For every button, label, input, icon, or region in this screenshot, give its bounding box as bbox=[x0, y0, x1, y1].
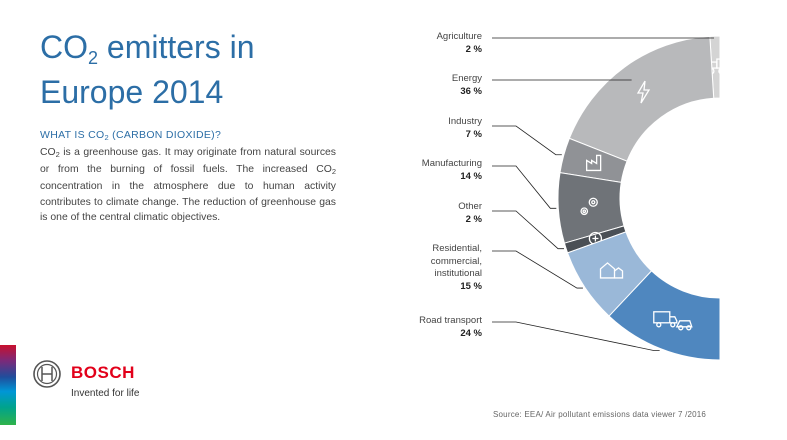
slice-road-transport bbox=[608, 270, 721, 361]
page-title: CO2 emitters in Europe 2014 bbox=[40, 29, 255, 110]
label-road-transport: Road transport 24 % bbox=[419, 315, 482, 339]
gears-icon bbox=[580, 197, 598, 216]
label-other: Other 2 % bbox=[458, 201, 482, 225]
factory-icon bbox=[585, 154, 602, 172]
section-heading: WHAT IS CO2 (CARBON DIOXIDE)? bbox=[40, 129, 222, 142]
label-residential: Residential, commercial, institutional 15 % bbox=[430, 243, 482, 292]
bosch-logo-icon bbox=[33, 360, 61, 388]
brand-name: BOSCH bbox=[71, 363, 135, 382]
description-paragraph: CO2 is a greenhouse gas. It may originat… bbox=[40, 147, 336, 223]
label-agriculture: Agriculture 2 % bbox=[436, 31, 482, 55]
lightning-icon bbox=[636, 80, 651, 104]
leader-line bbox=[492, 250, 583, 289]
brand-tagline: Invented for life bbox=[71, 388, 140, 399]
label-manufacturing: Manufacturing 14 % bbox=[421, 158, 482, 182]
leader-line bbox=[492, 165, 557, 209]
source-note: Source: EEA/ Air pollutant emissions dat… bbox=[493, 410, 707, 419]
leader-line bbox=[492, 321, 660, 351]
label-energy: Energy 36 % bbox=[451, 73, 482, 97]
brand-color-strip bbox=[0, 345, 16, 425]
label-industry: Industry 7 % bbox=[448, 116, 482, 140]
truck-car-icon bbox=[653, 311, 693, 331]
leader-line bbox=[492, 210, 565, 250]
leader-line bbox=[492, 125, 562, 156]
house-icon bbox=[599, 262, 624, 279]
